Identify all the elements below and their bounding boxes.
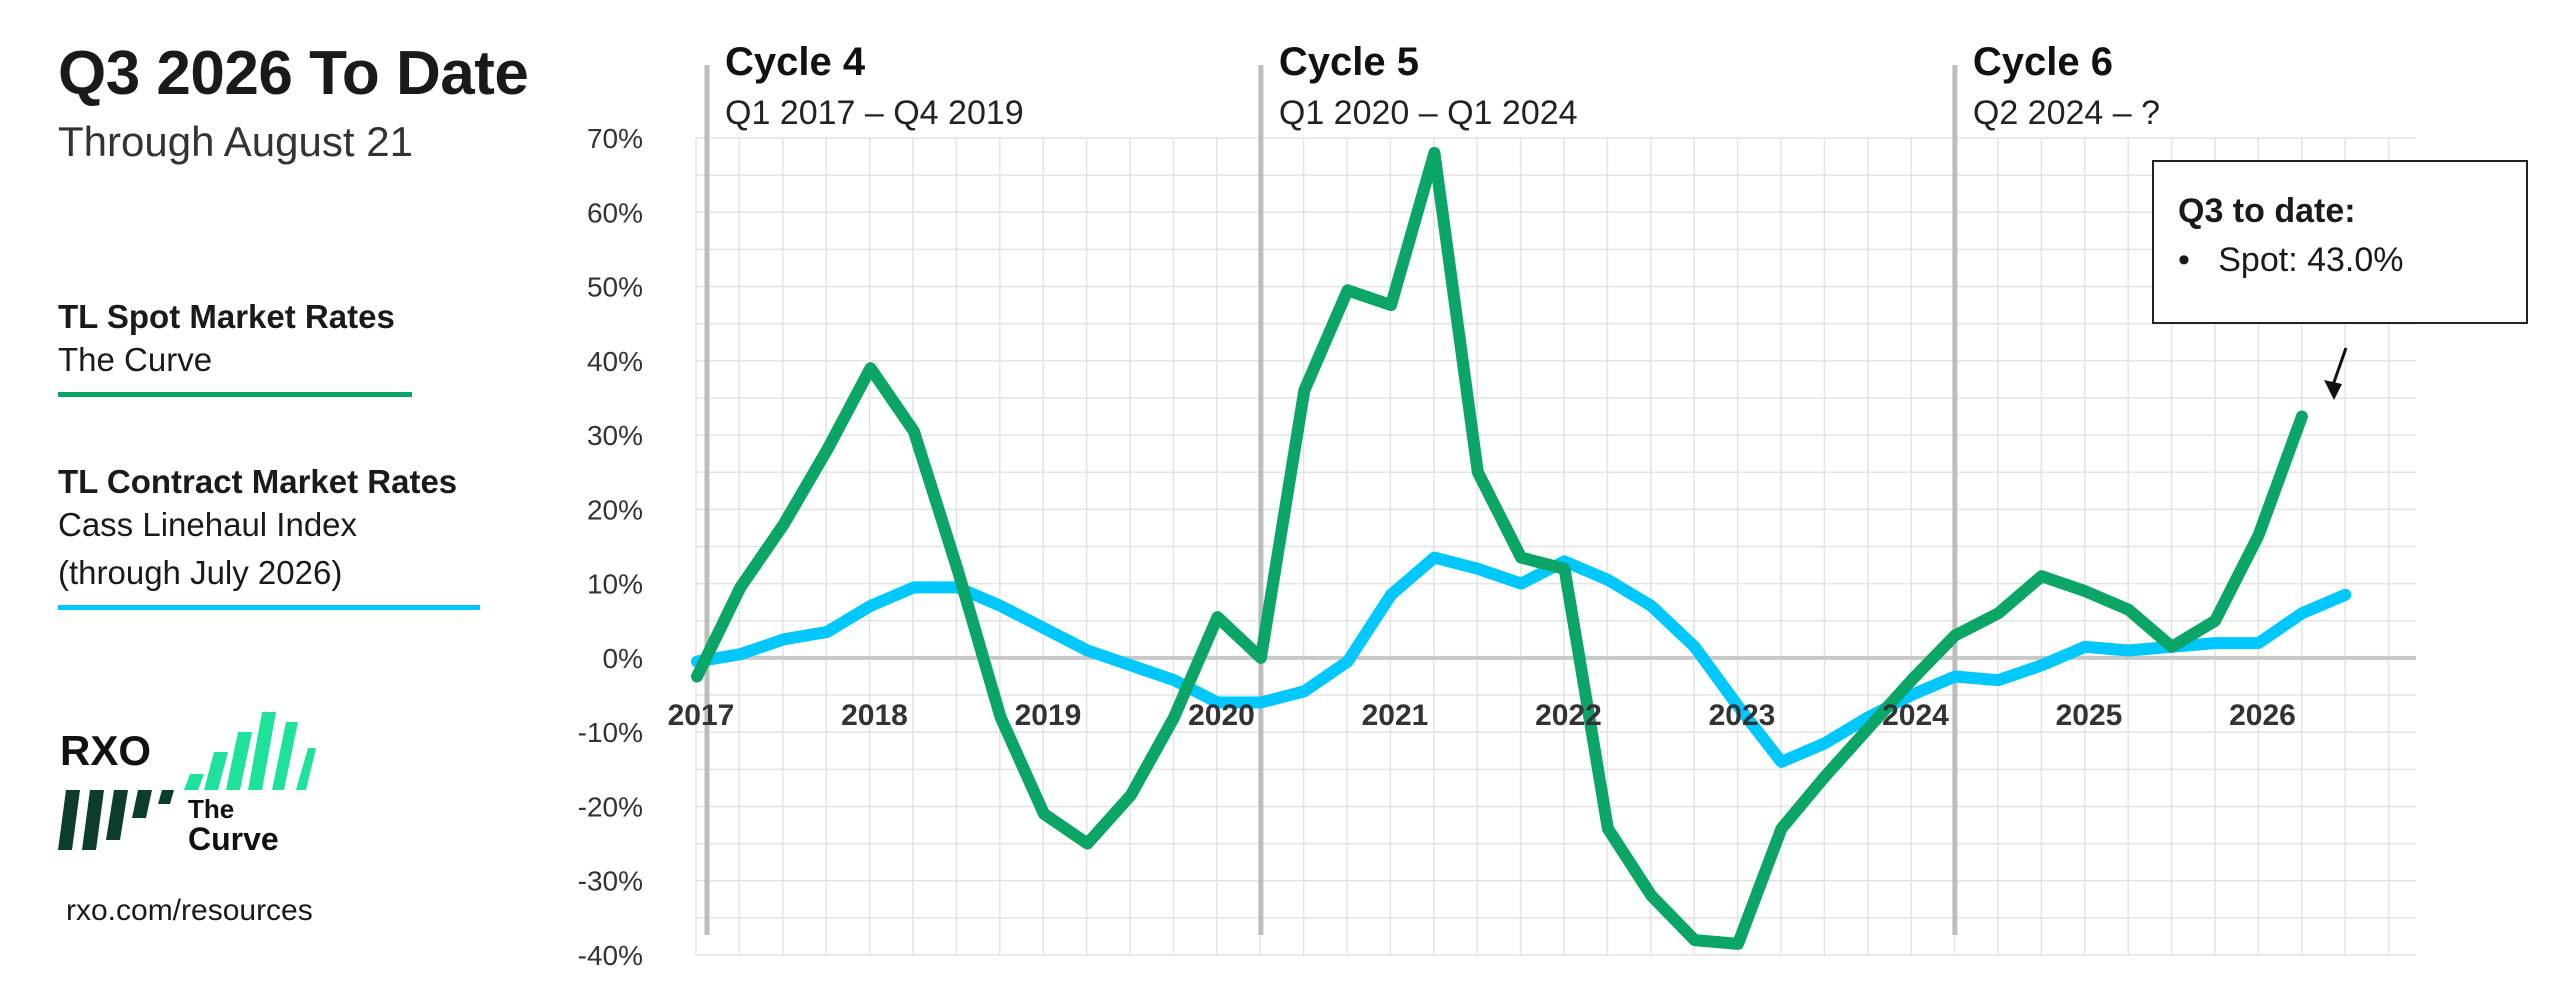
x-tick-label: 2019 [1015,699,1082,732]
x-tick-label: 2021 [1362,699,1429,732]
legend-spot-heading: TL Spot Market Rates [58,298,395,335]
rxo-logo: RXO The Curve [58,712,316,857]
x-tick-label: 2025 [2056,699,2123,732]
y-tick-label: -20% [578,791,643,822]
x-tick-label: 2020 [1188,699,1255,732]
y-tick-label: -30% [578,866,643,897]
x-tick-label: 2018 [841,699,908,732]
legend-contract-sub-1: Cass Linehaul Index [58,506,358,543]
x-tick-label: 2024 [1882,699,1949,732]
x-axis-ticks: 2017 2018 2019 2020 2021 2022 2023 2024 2025 2026 [668,699,2296,732]
callout-box: Q3 to date: • Spot: 43.0% [2152,160,2528,324]
arrow-head [2324,380,2342,400]
y-tick-label: 10% [587,569,643,600]
logo-text: RXO [60,727,151,774]
callout-arrow-icon [2324,347,2348,400]
legend-spot: TL Spot Market Rates The Curve [58,298,412,397]
x-tick-label: 2017 [668,699,735,732]
legend-spot-swatch [58,392,412,397]
arrow-shaft [2331,347,2348,386]
series-line [691,146,2308,950]
callout-bullet: • [2178,241,2190,279]
logo-the-text: The [188,794,234,824]
cycle-range: Q1 2017 – Q4 2019 [725,94,1024,132]
y-tick-label: 30% [587,420,643,451]
page-title: Q3 2026 To Date [58,39,529,108]
legend-contract: TL Contract Market Rates Cass Linehaul I… [58,463,480,610]
callout-item: • Spot: 43.0% [2178,241,2502,280]
chart-series [691,146,2352,950]
y-tick-label: -10% [578,717,643,748]
cycle-name: Cycle 5 [1279,40,1419,84]
legend-contract-swatch [58,605,480,610]
y-tick-label: 40% [587,346,643,377]
y-tick-label: 60% [587,197,643,228]
cycle-dividers [704,65,1958,935]
x-tick-label: 2023 [1709,699,1776,732]
callout-title: Q3 to date: [2178,192,2356,230]
y-tick-label: 0% [603,643,643,674]
logo-dark-stripes-icon [58,790,174,850]
x-tick-label: 2026 [2229,699,2296,732]
logo-curve-text: Curve [188,821,279,857]
cycle-labels: Cycle 4 Q1 2017 – Q4 2019 Cycle 5 Q1 2020 –… [725,40,2160,132]
legend-spot-sub: The Curve [58,341,213,378]
legend-contract-heading: TL Contract Market Rates [58,463,458,500]
resources-url[interactable]: rxo.com/resources [66,894,313,927]
x-tick-label: 2022 [1535,699,1602,732]
series-line [691,551,2352,768]
logo-green-stripes-icon [184,712,316,790]
y-axis-ticks: 70% 60% 50% 40% 30% 20% 10% 0% -10% -20% -30% -40% [578,123,643,971]
legend-contract-sub-2: (through July 2026) [58,554,343,591]
y-tick-label: 20% [587,494,643,525]
cycle-range: Q1 2020 – Q1 2024 [1279,94,1578,132]
y-tick-label: -40% [578,940,643,971]
cycle-name: Cycle 6 [1973,40,2113,84]
cycle-name: Cycle 4 [725,40,866,84]
callout-spot-value: Spot: 43.0% [2218,241,2404,279]
cycle-range: Q2 2024 – ? [1973,94,2160,132]
y-tick-label: 70% [587,123,643,154]
y-tick-label: 50% [587,272,643,303]
page-subtitle: Through August 21 [58,118,413,165]
